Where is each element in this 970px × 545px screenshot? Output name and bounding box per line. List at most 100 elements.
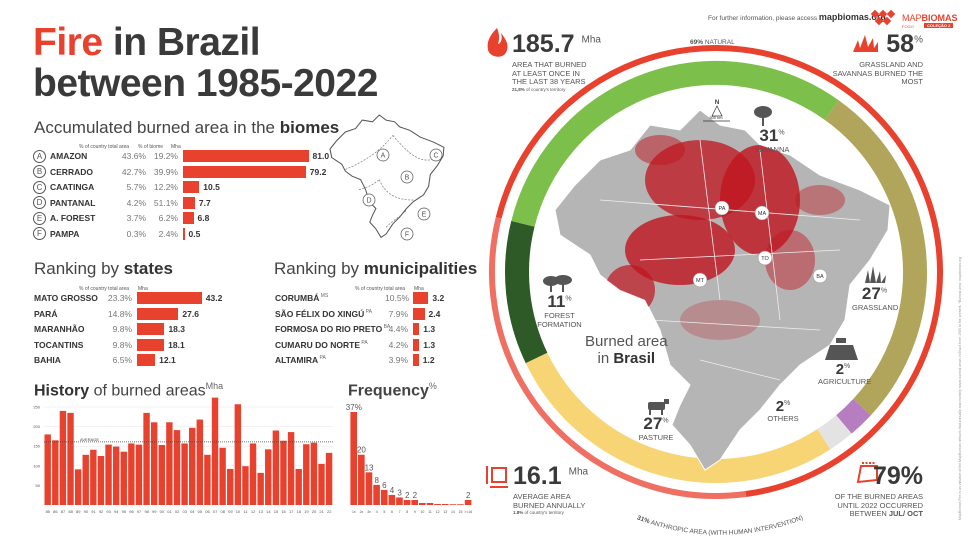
x-tick-label: 10 xyxy=(420,510,424,514)
x-tick-label: 16 xyxy=(281,509,286,514)
history-bar xyxy=(265,449,272,505)
history-bar xyxy=(280,440,287,505)
savanna-tree-icon xyxy=(754,106,772,126)
data-label: 4 xyxy=(390,486,395,495)
label: SAVANNA xyxy=(754,145,790,154)
value-bar xyxy=(183,165,306,178)
mapbiomas-link[interactable]: mapbiomas.org xyxy=(818,12,886,22)
stat-unit: Mha xyxy=(568,466,589,478)
label: AGRICULTURE xyxy=(818,377,872,386)
minimap-letter-circle xyxy=(400,227,414,241)
data-label: 2 xyxy=(405,491,410,500)
x-tick-label: 5 xyxy=(383,510,385,514)
history-bar xyxy=(219,447,226,505)
x-tick-label: 4 xyxy=(376,510,378,514)
table-row: PARÁ 14.8% 27.6 xyxy=(34,307,199,321)
state-label: PA xyxy=(719,206,726,212)
table-row: MATO GROSSO 23.3% 43.2 xyxy=(34,291,222,305)
row-name: CAATINGA xyxy=(50,182,95,192)
value-label: 10.5 xyxy=(203,182,220,192)
x-tick-label: 17 xyxy=(289,509,294,514)
value-bar xyxy=(137,354,156,366)
table-row: E A. FOREST 3.7% 6.2% 6.8 xyxy=(33,211,209,225)
row-name: MARANHÃO xyxy=(34,324,85,334)
minimap-letter: F xyxy=(405,232,409,239)
forest-formation-segment xyxy=(505,220,548,364)
pct: 27 xyxy=(861,284,881,303)
history-bar xyxy=(158,445,165,505)
x-tick-label: 7 xyxy=(399,510,401,514)
row-name: CERRADO xyxy=(50,166,93,177)
heading-text: Ranking by xyxy=(274,259,364,278)
stat-sub: of country's territory xyxy=(523,510,564,515)
data-label: 20 xyxy=(357,446,366,455)
state-label: BA xyxy=(816,274,824,280)
state-label: MA xyxy=(758,211,767,217)
data-label: 6 xyxy=(382,481,387,490)
x-tick-label: 1x xyxy=(352,510,356,514)
x-tick-label: 22 xyxy=(327,509,332,514)
x-tick-label: 6 xyxy=(391,510,393,514)
value-bar xyxy=(413,307,425,320)
minimap-letter: A xyxy=(381,153,386,160)
table-row: MARANHÃO 9.8% 18.3 xyxy=(34,322,185,336)
state-code: MS xyxy=(319,293,329,300)
frequency-heading: Frequency% xyxy=(348,381,437,400)
savanna-label: 31% SAVANNA xyxy=(752,126,792,155)
x-tick-label: 89 xyxy=(76,509,81,514)
x-tick-label: 88 xyxy=(68,509,73,514)
x-tick-label: 18 xyxy=(297,509,302,514)
frequency-bar xyxy=(411,499,419,505)
data-label: 13 xyxy=(365,463,374,472)
history-bar xyxy=(295,468,302,505)
x-tick-label: 03 xyxy=(182,509,187,514)
stat-sub-bold: 21,8% xyxy=(512,86,525,92)
pct-total: 6.5% xyxy=(112,355,132,365)
minimap-letter-circle xyxy=(417,207,431,221)
pct-total: 9.8% xyxy=(112,339,132,350)
row-name: PANTANAL xyxy=(50,197,96,208)
minimap-biome-borders xyxy=(345,135,434,228)
frequency-bar xyxy=(449,504,457,505)
heading-bold: municipalities xyxy=(363,259,478,278)
cow-icon xyxy=(648,399,669,415)
title-fire: Fire xyxy=(33,21,103,64)
stat-value: 58 xyxy=(886,30,915,58)
forest-trees-icon xyxy=(543,275,572,292)
anthropic-ring-label: 31% ANTHROPIC AREA (WITH HUMAN INTERVENT… xyxy=(636,514,804,536)
minimap-letter: B xyxy=(405,175,410,182)
row-name: AMAZON xyxy=(50,151,88,161)
side-note-text: MapBiomas Fire is an initiative of the M… xyxy=(958,256,962,520)
data-label: 8 xyxy=(374,476,379,485)
y-tick-label: 50 xyxy=(36,483,41,488)
pct-total: 42.7% xyxy=(121,166,146,177)
frequency-bar xyxy=(457,504,464,505)
pct: 31 xyxy=(759,126,779,145)
table-row: CUMARU DO NORTE PA 4.2% 1.3 xyxy=(275,338,435,352)
pct: 27 xyxy=(643,414,663,433)
state-label: MT xyxy=(696,278,705,284)
table-row: A AMAZON 43.6% 19.2% 81.0 xyxy=(33,149,329,163)
x-tick-label: 05 xyxy=(198,509,203,514)
natural-ring-label: 69% NATURAL xyxy=(690,39,735,46)
stat-caption: AREA THAT BURNED AT LEAST ONCE IN THE LA… xyxy=(512,60,587,86)
heading-text: Ranking by xyxy=(34,259,124,278)
value-bar xyxy=(413,323,420,335)
others-label: 2% OTHERS xyxy=(763,398,803,424)
y-tick-label: 250 xyxy=(33,405,40,410)
data-label: 37% xyxy=(346,403,362,412)
value-bar xyxy=(137,292,202,304)
history-heading: History of burned areasMha xyxy=(34,381,223,400)
x-tick-label: 87 xyxy=(61,509,66,514)
heading-bold: states xyxy=(123,259,173,278)
row-name: FORMOSA DO RIO PRETO BA xyxy=(275,324,391,334)
pct: 2 xyxy=(775,398,785,415)
history-bar xyxy=(211,397,219,505)
frequency-bar xyxy=(350,412,358,505)
pct-biome: 6.2% xyxy=(158,213,178,223)
history-bar xyxy=(227,468,234,505)
value-label: 1.2 xyxy=(422,355,435,365)
heading-text: Frequency xyxy=(348,382,429,400)
